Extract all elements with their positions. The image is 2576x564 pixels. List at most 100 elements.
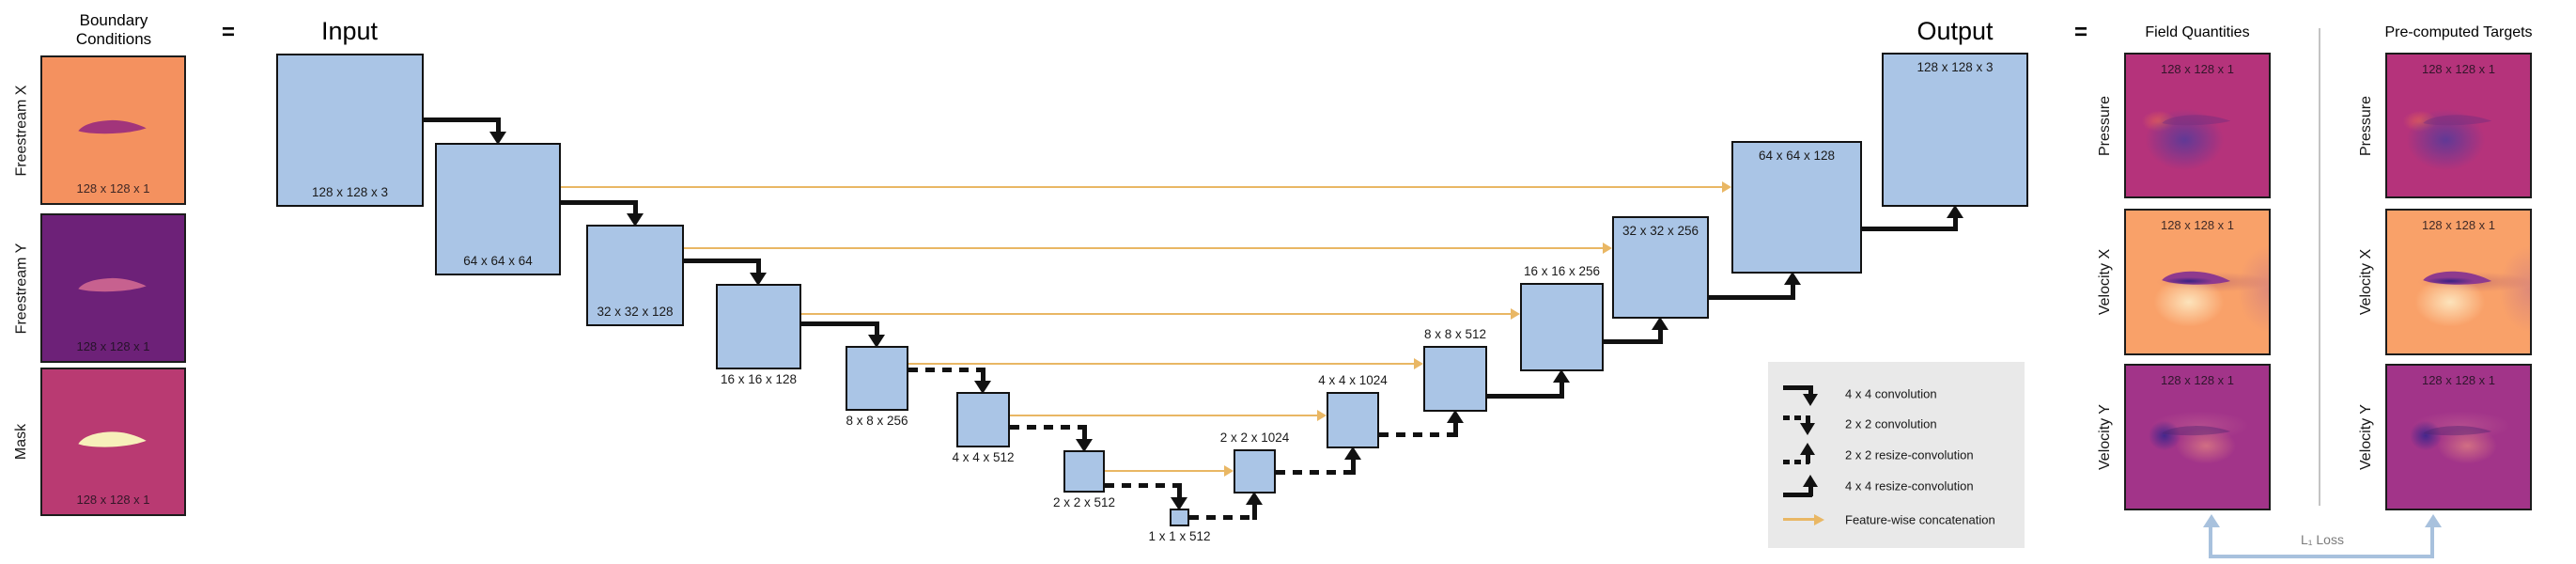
unet-box-label-enc-32: 32 x 32 x 128 [597,305,674,319]
unet-box-label-enc-2: 2 x 2 x 512 [1052,495,1116,509]
resize4-icon [1783,473,1832,499]
legend-label: Feature-wise concatenation [1845,512,1995,527]
connection-v-4 [980,367,985,382]
image-size-label: 128 x 128 x 1 [2160,373,2235,387]
connection-arrow-11 [1652,317,1668,330]
connection-h-7 [1189,514,1257,520]
airfoil-silhouette [78,277,147,291]
loss-arrow-left-icon [2203,514,2220,527]
connection-h-2 [684,258,761,263]
connection-v-6 [1176,482,1182,498]
unet-box-dec-64: 64 x 64 x 128 [1731,136,1867,274]
connection-arrow-10 [1553,369,1570,383]
connection-v-13 [1952,217,1958,231]
connection-h-9 [1379,431,1458,437]
image-size-label: 128 x 128 x 1 [76,339,150,353]
airfoil-silhouette [78,119,147,133]
row-label-velocity-x-target: Velocity X [2349,209,2384,355]
unet-box-input: 128 x 128 x 3 [276,54,424,207]
legend-label: 2 x 2 resize-convolution [1845,447,1974,462]
connection-v-8 [1350,459,1356,475]
connection-h-10 [1487,393,1564,399]
connection-v-10 [1559,382,1564,399]
connection-arrow-4 [974,381,991,394]
connection-v-9 [1452,422,1458,437]
loss-line-left [2209,525,2212,558]
unet-box-label-dec-64: 64 x 64 x 128 [1758,149,1836,163]
unet-box-label-output: 128 x 128 x 3 [1916,60,1994,74]
unet-box-label-enc-8: 8 x 8 x 256 [846,414,908,428]
legend-label: 4 x 4 resize-convolution [1845,478,1974,494]
connection-v-0 [495,117,501,133]
skip-connection-arrow-2 [1511,308,1520,320]
image-size-label: 128 x 128 x 1 [2421,373,2496,387]
unet-box-enc-16: 16 x 16 x 128 [716,284,801,386]
connection-v-3 [874,321,879,336]
skip-connection-line-3 [908,362,1416,366]
connection-arrow-6 [1171,497,1187,510]
unet-box-enc-64: 64 x 64 x 64 [435,143,561,275]
connection-h-11 [1604,338,1663,344]
unet-box-label-input: 128 x 128 x 3 [311,185,389,199]
skip-connection-line-5 [1105,469,1226,473]
image-size-label: 128 x 128 x 1 [2160,62,2235,76]
field-quantities-title: Field Quantities [2145,24,2250,40]
image-size-label: 128 x 128 x 1 [2421,218,2496,232]
row-label-text: Velocity Y [2097,404,2113,470]
connection-arrow-12 [1784,272,1801,285]
field-velocity-y-image: 128 x 128 x 1 [2124,364,2271,510]
skip-connection-line-2 [801,312,1513,316]
row-label-text: Velocity X [2358,248,2375,316]
row-label-velocity-x-field: Velocity X [2087,209,2123,355]
unet-box-label-enc-16: 16 x 16 x 128 [720,372,798,386]
unet-box-label-enc-64: 64 x 64 x 64 [463,254,533,268]
target-velocity-y-image: 128 x 128 x 1 [2385,364,2532,510]
connection-h-1 [561,199,638,205]
column-divider [2319,28,2320,506]
connection-h-8 [1276,469,1356,475]
legend: 4 x 4 convolution 2 x 2 convolution 2 x … [1768,362,2025,548]
connection-v-2 [755,258,761,274]
legend-row-concat: Feature-wise concatenation [1768,507,2025,533]
airfoil-silhouette [2162,115,2231,126]
unet-box-dec-4: 4 x 4 x 1024 [1318,373,1388,448]
row-label-text: Pressure [2358,95,2374,156]
skip-connection-arrow-1 [1603,243,1612,254]
skip-connection-line-1 [684,246,1605,250]
resize2-icon [1783,442,1832,468]
unet-box-label-enc-4: 4 x 4 x 512 [952,450,1015,464]
legend-label: 2 x 2 convolution [1845,416,1937,431]
connection-v-1 [632,199,638,214]
row-label-text: Velocity X [2097,248,2114,316]
connection-h-5 [1010,424,1087,430]
connection-h-3 [801,321,879,326]
skip-connection-arrow-0 [1722,181,1731,193]
legend-row-resize4: 4 x 4 resize-convolution [1768,473,2025,499]
row-label-velocity-y-field: Velocity Y [2087,364,2123,510]
l1-loss-label: L₁ Loss [2301,532,2344,547]
unet-box-label-dec-2: 2 x 2 x 1024 [1219,431,1290,445]
input-title: Input [320,17,379,45]
conv2-icon [1783,411,1832,437]
unet-box-enc-8: 8 x 8 x 256 [846,346,908,428]
unet-box-enc-32: 32 x 32 x 128 [586,225,684,326]
precomputed-targets-title: Pre-computed Targets [2384,24,2533,40]
unet-box-label-dec-4: 4 x 4 x 1024 [1318,373,1388,387]
connection-h-0 [424,117,501,122]
connection-v-5 [1081,424,1087,440]
skip-connection-line-4 [1010,414,1319,417]
image-size-label: 128 x 128 x 1 [2160,218,2235,232]
field-velocity-x-image: 128 x 128 x 1 [2124,209,2271,355]
row-label-pressure-field: Pressure [2087,53,2123,198]
target-velocity-x-image: 128 x 128 x 1 [2385,209,2532,355]
legend-row-resize2: 2 x 2 resize-convolution [1768,442,2025,468]
mask-image: 128 x 128 x 1 [40,368,186,516]
unet-box-label-dec-32: 32 x 32 x 256 [1622,224,1699,238]
connection-v-7 [1251,504,1257,520]
unet-box-dec-2: 2 x 2 x 1024 [1220,431,1289,494]
loss-arrow-right-icon [2425,514,2442,527]
connection-arrow-3 [868,335,885,348]
row-label-text: Pressure [2097,95,2113,156]
connection-arrow-0 [489,132,506,145]
